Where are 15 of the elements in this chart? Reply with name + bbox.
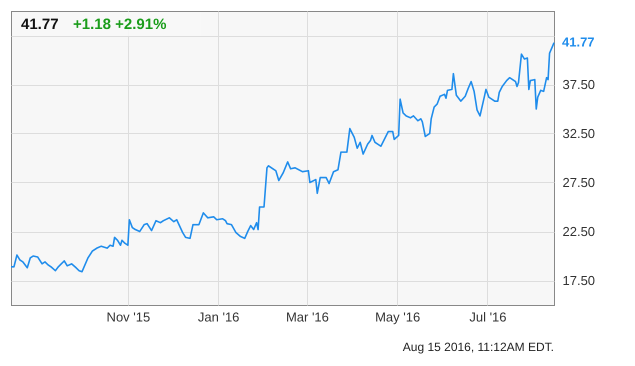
chart-title: 41.77 (21, 16, 59, 33)
x-tick-label: May '16 (375, 310, 420, 324)
annotation: 41.77 (562, 34, 595, 50)
x-tick-label: Mar '16 (286, 310, 329, 324)
x-tick-label: Jul '16 (469, 310, 507, 324)
chart-subtitle: +1.18 +2.91% (73, 16, 166, 33)
y-tick-label: 27.50 (562, 175, 596, 190)
y-tick-label: 22.50 (562, 224, 596, 239)
text: Aug 15 2016, 11:12AM EDT. (402, 340, 554, 354)
y-tick-label: 37.50 (562, 77, 596, 92)
x-tick-label: Jan '16 (198, 310, 240, 324)
x-tick-label: Nov '15 (106, 310, 150, 324)
line-series (10, 42, 555, 272)
y-tick-label: 17.50 (562, 273, 596, 288)
y-tick-label: 32.50 (562, 126, 596, 141)
